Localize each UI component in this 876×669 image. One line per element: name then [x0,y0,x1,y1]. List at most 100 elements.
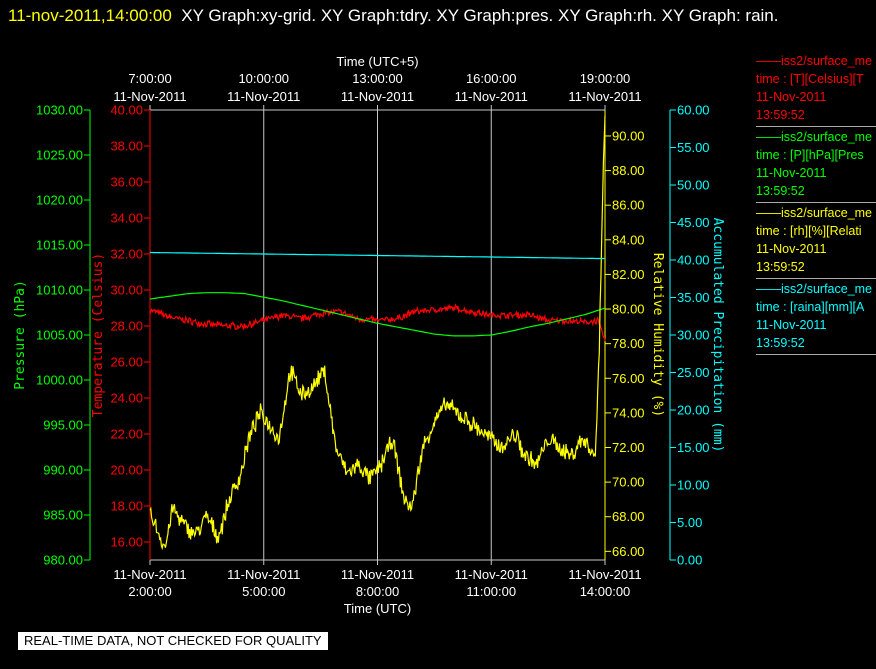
pressure-tick-label: 985.00 [43,508,83,523]
legend-line2: time : [raina][mm][A [756,300,865,314]
legend-label: ——iss2/surface_me [756,282,873,296]
humidity-tick-label: 88.00 [612,163,645,178]
rain-tick-label: 20.00 [677,403,710,418]
series-line-humidity [149,115,606,551]
humidity-tick-label: 70.00 [612,475,645,490]
pressure-tick-label: 1010.00 [36,283,83,298]
rain-tick-label: 60.00 [677,103,710,118]
pressure-axis-title: Pressure (hPa) [13,280,28,390]
series-line-temperature [149,303,606,342]
x-top-date-label: 11-Nov-2011 [227,89,300,104]
pressure-tick-label: 995.00 [43,418,83,433]
humidity-tick-label: 68.00 [612,509,645,524]
legend-line2: time : [rh][%][Relati [756,224,862,238]
legend: ——iss2/surface_me time : [T][Celsius][T 11… [756,52,876,356]
temperature-tick-label: 28.00 [110,319,143,334]
legend-time: 13:59:52 [756,336,805,350]
x-top-time-label: 19:00:00 [580,71,631,86]
temperature-tick-label: 16.00 [110,535,143,550]
x-bottom-date-label: 11-Nov-2011 [568,567,641,582]
legend-date: 11-Nov-2011 [756,318,827,332]
pressure-tick-label: 1030.00 [36,103,83,118]
x-bottom-time-label: 8:00:00 [356,584,399,599]
rain-tick-label: 0.00 [677,553,702,568]
x-top-time-label: 13:00:00 [352,71,403,86]
temperature-tick-label: 30.00 [110,283,143,298]
x-bottom-axis-title: Time (UTC) [344,601,411,616]
temperature-tick-label: 26.00 [110,355,143,370]
legend-line2: time : [P][hPa][Pres [756,148,864,162]
temperature-tick-label: 36.00 [110,175,143,190]
temperature-tick-label: 20.00 [110,463,143,478]
x-bottom-time-label: 5:00:00 [242,584,285,599]
legend-entry: ——iss2/surface_me time : [T][Celsius][T 11… [756,52,876,127]
rain-tick-label: 25.00 [677,365,710,380]
header: 11-nov-2011,14:00:00 XY Graph:xy-grid. X… [8,2,868,29]
legend-label: ——iss2/surface_me [756,54,873,68]
humidity-tick-label: 80.00 [612,302,645,317]
x-top-axis-title: Time (UTC+5) [336,54,418,69]
humidity-axis-title: Relative Humidity (%) [650,253,665,417]
series-line-pressure [149,292,606,337]
x-top-time-label: 10:00:00 [238,71,289,86]
rain-tick-label: 35.00 [677,290,710,305]
rain-tick-label: 30.00 [677,328,710,343]
legend-time: 13:59:52 [756,184,805,198]
header-graph-list: XY Graph:xy-grid. XY Graph:tdry. XY Grap… [181,6,779,25]
x-top-date-label: 11-Nov-2011 [455,89,528,104]
pressure-tick-label: 1025.00 [36,148,83,163]
temperature-tick-label: 32.00 [110,247,143,262]
rain-tick-label: 10.00 [677,478,710,493]
pressure-tick-label: 1000.00 [36,373,83,388]
humidity-tick-label: 86.00 [612,198,645,213]
temperature-tick-label: 18.00 [110,499,143,514]
pressure-tick-label: 980.00 [43,553,83,568]
legend-label: ——iss2/surface_me [756,206,873,220]
rain-tick-label: 5.00 [677,515,702,530]
rain-tick-label: 15.00 [677,440,710,455]
header-timestamp: 11-nov-2011,14:00:00 [8,6,172,25]
humidity-tick-label: 84.00 [612,232,645,247]
x-bottom-time-label: 2:00:00 [128,584,171,599]
x-bottom-date-label: 11-Nov-2011 [341,567,414,582]
pressure-tick-label: 1005.00 [36,328,83,343]
rain-tick-label: 40.00 [677,253,710,268]
pressure-tick-label: 1020.00 [36,193,83,208]
legend-date: 11-Nov-2011 [756,166,827,180]
humidity-tick-label: 74.00 [612,405,645,420]
x-bottom-time-label: 14:00:00 [580,584,631,599]
humidity-tick-label: 90.00 [612,128,645,143]
pressure-tick-label: 1015.00 [36,238,83,253]
legend-line2: time : [T][Celsius][T [756,72,864,86]
x-top-date-label: 11-Nov-2011 [568,89,641,104]
temperature-tick-label: 22.00 [110,427,143,442]
x-top-time-label: 16:00:00 [466,71,517,86]
legend-date: 11-Nov-2011 [756,242,827,256]
rain-tick-label: 50.00 [677,178,710,193]
legend-time: 13:59:52 [756,260,805,274]
temperature-tick-label: 34.00 [110,211,143,226]
rain-axis-title: Accumulated Precipitation (mm) [710,218,725,453]
series-line-rain [150,251,605,260]
humidity-tick-label: 66.00 [612,544,645,559]
x-bottom-date-label: 11-Nov-2011 [113,567,186,582]
x-bottom-date-label: 11-Nov-2011 [227,567,300,582]
humidity-tick-label: 78.00 [612,336,645,351]
x-top-date-label: 11-Nov-2011 [341,89,414,104]
rain-tick-label: 45.00 [677,215,710,230]
x-bottom-time-label: 11:00:00 [466,584,516,599]
pressure-tick-label: 990.00 [43,463,83,478]
temperature-tick-label: 24.00 [110,391,143,406]
temperature-axis-title: Temperature (Celsius) [91,253,106,417]
quality-banner: REAL-TIME DATA, NOT CHECKED FOR QUALITY [18,632,328,650]
humidity-tick-label: 72.00 [612,440,645,455]
temperature-tick-label: 38.00 [110,139,143,154]
legend-time: 13:59:52 [756,108,805,122]
temperature-tick-label: 40.00 [110,103,143,118]
legend-label: ——iss2/surface_me [756,130,873,144]
x-bottom-date-label: 11-Nov-2011 [455,567,528,582]
